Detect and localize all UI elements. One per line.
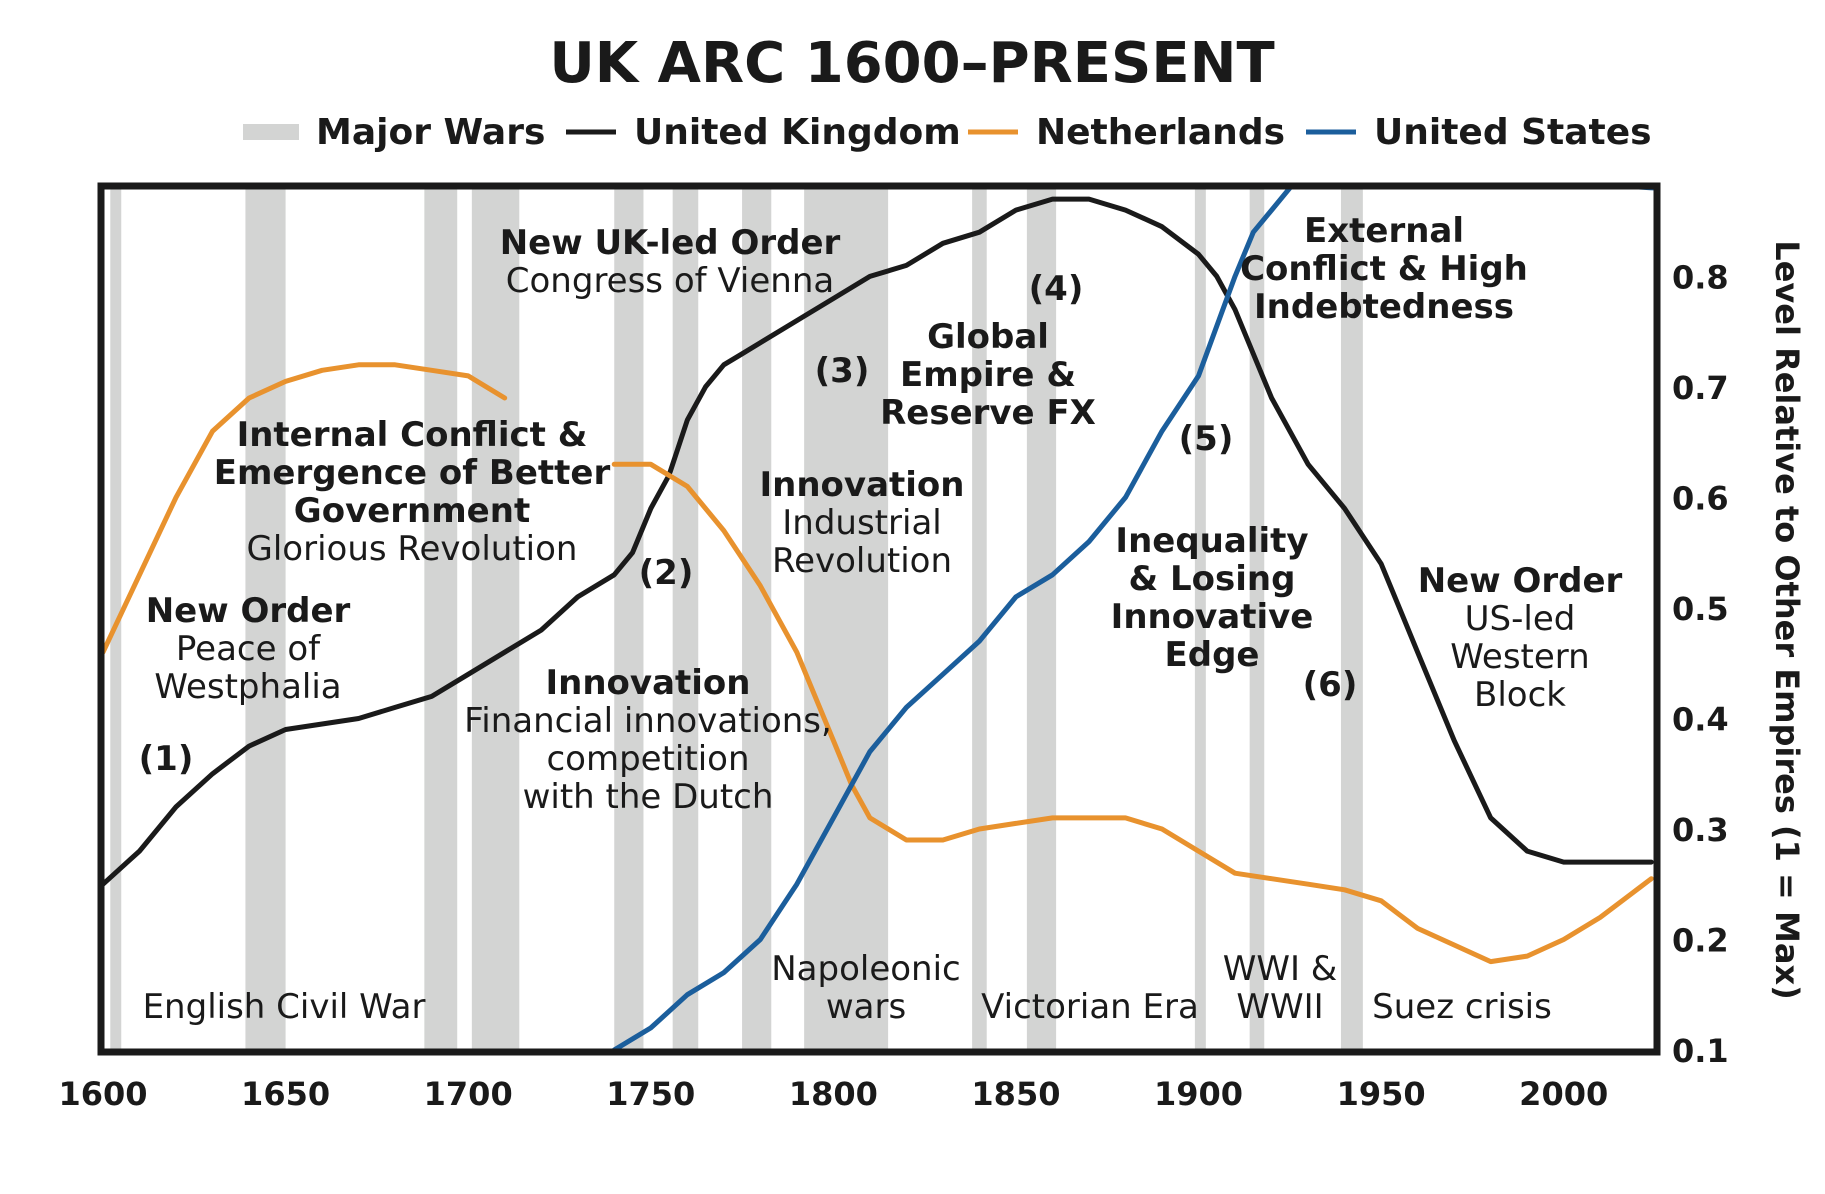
- phase-label-2: (2): [639, 553, 694, 593]
- annotation-glorious-revolution: Glorious Revolution: [247, 529, 578, 569]
- phase-label-4: (4): [1029, 269, 1084, 309]
- annotation-global-empire-line2: Empire &: [900, 355, 1076, 395]
- legend-label-united-states: United States: [1374, 112, 1652, 153]
- phase-label-6: (6): [1303, 665, 1358, 705]
- annotation-new-order-westphalia-line2: Westphalia: [154, 667, 341, 707]
- annotation-new-order-westphalia-line1: Peace of: [176, 629, 321, 669]
- annotation-inequality-line3: Innovative: [1111, 597, 1314, 637]
- war-band-12: [1340, 188, 1363, 1050]
- war-band-10: [1194, 188, 1206, 1050]
- y-axis-ticks: 0.1 0.2 0.3 0.4 0.5 0.6 0.7 0.8: [1672, 258, 1729, 1070]
- annotation-new-uk-led-order-bold: New UK-led Order: [500, 223, 841, 263]
- phase-labels: (1) (2) (3) (4) (5) (6): [139, 269, 1358, 779]
- annotation-global-empire-line1: Global: [927, 317, 1049, 357]
- legend: Major Wars United Kingdom Netherlands Un…: [243, 112, 1652, 153]
- series-line-netherlands: [103, 362, 508, 655]
- war-band-1: [245, 188, 286, 1050]
- annotation-internal-conflict-line3: Government: [294, 491, 530, 531]
- annotation-innovation-industrial-line1: Industrial: [782, 503, 941, 543]
- annotation-inequality-line1: Inequality: [1115, 521, 1308, 561]
- y-tick-0.6: 0.6: [1672, 479, 1729, 517]
- annotation-inequality-line2: & Losing: [1129, 559, 1296, 599]
- annotation-innovation-financial-line3: with the Dutch: [523, 777, 774, 817]
- era-label-suez-crisis: Suez crisis: [1372, 987, 1552, 1027]
- annotation-internal-conflict-line1: Internal Conflict &: [237, 415, 588, 455]
- annotation-innovation-industrial-line2: Revolution: [772, 541, 952, 581]
- x-axis-ticks: 1600 1650 1700 1750 1800 1850 1900 1950 2000: [58, 1075, 1608, 1113]
- era-label-napoleonic: Napoleonic: [771, 949, 961, 989]
- plot-frame: [97, 182, 1661, 1056]
- era-label-victorian-era: Victorian Era: [981, 987, 1199, 1027]
- war-band-4: [614, 188, 644, 1050]
- annotation-inequality-line4: Edge: [1165, 635, 1260, 675]
- era-label-english-civil-war: English Civil War: [143, 987, 426, 1027]
- annotation-external-conflict-line1: External: [1304, 211, 1464, 251]
- war-band-0: [110, 188, 122, 1050]
- era-label-wars: wars: [826, 987, 906, 1027]
- legend-label-major-wars: Major Wars: [316, 112, 545, 153]
- annotation-internal-conflict-line2: Emergence of Better: [214, 453, 611, 493]
- war-bands: [110, 188, 1363, 1050]
- phase-label-3: (3): [815, 351, 870, 391]
- x-tick-1700: 1700: [424, 1075, 513, 1113]
- series-lines: [103, 188, 1655, 1050]
- era-label-wwi: WWI &: [1223, 949, 1338, 989]
- annotation-innovation-financial-bold: Innovation: [546, 663, 751, 703]
- series-line-united-kingdom: [103, 196, 1654, 887]
- war-band-8: [972, 188, 987, 1050]
- phase-label-5: (5): [1179, 419, 1234, 459]
- annotation-innovation-financial-line1: Financial innovations,: [464, 701, 832, 741]
- annotations: New Order Peace of Westphalia Internal C…: [146, 211, 1623, 817]
- war-band-11: [1249, 188, 1265, 1050]
- y-tick-0.1: 0.1: [1672, 1032, 1729, 1070]
- war-band-7: [804, 188, 889, 1050]
- legend-swatch-major-wars: [243, 124, 299, 140]
- annotation-innovation-industrial-bold: Innovation: [760, 465, 965, 505]
- annotation-new-order-us-line2: Western: [1450, 637, 1589, 677]
- annotation-external-conflict-line2: Conflict & High: [1240, 249, 1528, 289]
- x-tick-2000: 2000: [1519, 1075, 1608, 1113]
- annotation-new-order-us-line1: US-led: [1465, 599, 1576, 639]
- y-tick-0.3: 0.3: [1672, 811, 1729, 849]
- annotation-external-conflict-line3: Indebtedness: [1254, 287, 1514, 327]
- y-tick-0.7: 0.7: [1672, 369, 1729, 407]
- y-tick-0.2: 0.2: [1672, 921, 1729, 959]
- legend-label-united-kingdom: United Kingdom: [634, 112, 961, 153]
- era-label-wwii: WWII: [1236, 987, 1323, 1027]
- war-band-3: [471, 188, 520, 1050]
- x-tick-1800: 1800: [789, 1075, 878, 1113]
- x-tick-1750: 1750: [606, 1075, 695, 1113]
- annotation-new-order-westphalia-bold: New Order: [146, 591, 351, 631]
- x-tick-1900: 1900: [1154, 1075, 1243, 1113]
- chart-title: UK ARC 1600–PRESENT: [549, 31, 1274, 96]
- annotation-new-order-us-bold: New Order: [1418, 561, 1623, 601]
- annotation-congress-of-vienna: Congress of Vienna: [506, 261, 834, 301]
- annotation-innovation-financial-line2: competition: [546, 739, 749, 779]
- series-line-netherlands-continued: [611, 461, 1654, 965]
- series-line-united-states: [611, 188, 1655, 1050]
- war-band-9: [1026, 188, 1057, 1050]
- annotation-global-empire-line3: Reserve FX: [880, 393, 1096, 433]
- y-axis-label: Level Relative to Other Empires (1 = Max…: [1768, 240, 1806, 999]
- x-tick-1950: 1950: [1337, 1075, 1426, 1113]
- legend-label-netherlands: Netherlands: [1036, 112, 1285, 153]
- war-band-5: [672, 188, 699, 1050]
- war-band-6: [742, 188, 772, 1050]
- phase-label-1: (1): [139, 739, 194, 779]
- y-tick-0.4: 0.4: [1672, 700, 1729, 738]
- y-tick-0.8: 0.8: [1672, 258, 1729, 296]
- annotation-new-order-us-line3: Block: [1474, 675, 1566, 715]
- era-labels: English Civil War Napoleonic wars Victor…: [143, 949, 1552, 1027]
- war-band-2: [424, 188, 458, 1050]
- y-tick-0.5: 0.5: [1672, 590, 1729, 628]
- x-tick-1600: 1600: [58, 1075, 147, 1113]
- x-tick-1650: 1650: [241, 1075, 330, 1113]
- x-tick-1850: 1850: [971, 1075, 1060, 1113]
